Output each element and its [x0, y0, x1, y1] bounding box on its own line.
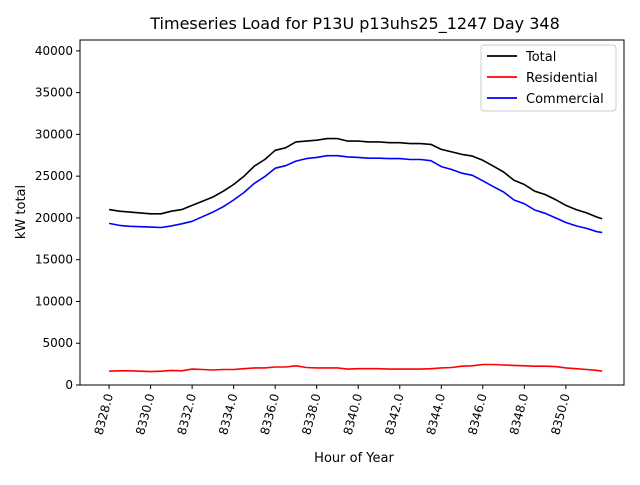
x-tick-label: 8338.0: [299, 392, 323, 436]
y-tick-label: 35000: [35, 86, 73, 100]
legend-label-residential: Residential: [526, 71, 598, 86]
y-tick-label: 0: [65, 378, 73, 392]
x-tick-label: 8334.0: [216, 392, 240, 436]
x-tick-label: 8346.0: [465, 392, 489, 436]
y-axis-label: kW total: [14, 185, 29, 239]
y-tick-label: 30000: [35, 127, 73, 141]
x-tick-label: 8344.0: [424, 392, 448, 436]
series-line-total: [108, 137, 603, 220]
x-tick-label: 8348.0: [507, 392, 531, 436]
y-tick-label: 5000: [42, 336, 73, 350]
x-tick-label: 8340.0: [341, 392, 365, 436]
x-axis-label: Hour of Year: [314, 451, 394, 466]
legend-box: [480, 44, 617, 112]
x-tick-label: 8328.0: [92, 392, 116, 436]
x-tick-label: 8336.0: [258, 392, 282, 436]
chart-title: Timeseries Load for P13U p13uhs25_1247 D…: [149, 14, 560, 34]
x-tick-label: 8330.0: [133, 392, 157, 436]
y-tick-label: 10000: [35, 294, 73, 308]
x-tick-label: 8332.0: [175, 392, 199, 436]
y-tick-label: 15000: [35, 253, 73, 267]
series-line-commercial: [108, 154, 603, 234]
legend: Total Residential Commercial: [480, 44, 617, 112]
plot-frame: [79, 39, 625, 386]
y-tick-label: 40000: [35, 44, 73, 58]
series-line-residential: [109, 363, 603, 373]
legend-label-total: Total: [525, 50, 556, 65]
y-tick-label: 25000: [35, 169, 73, 183]
x-tick-label: 8350.0: [548, 392, 572, 436]
y-tick-label: 20000: [35, 211, 73, 225]
legend-label-commercial: Commercial: [526, 92, 604, 107]
x-tick-label: 8342.0: [382, 392, 406, 436]
